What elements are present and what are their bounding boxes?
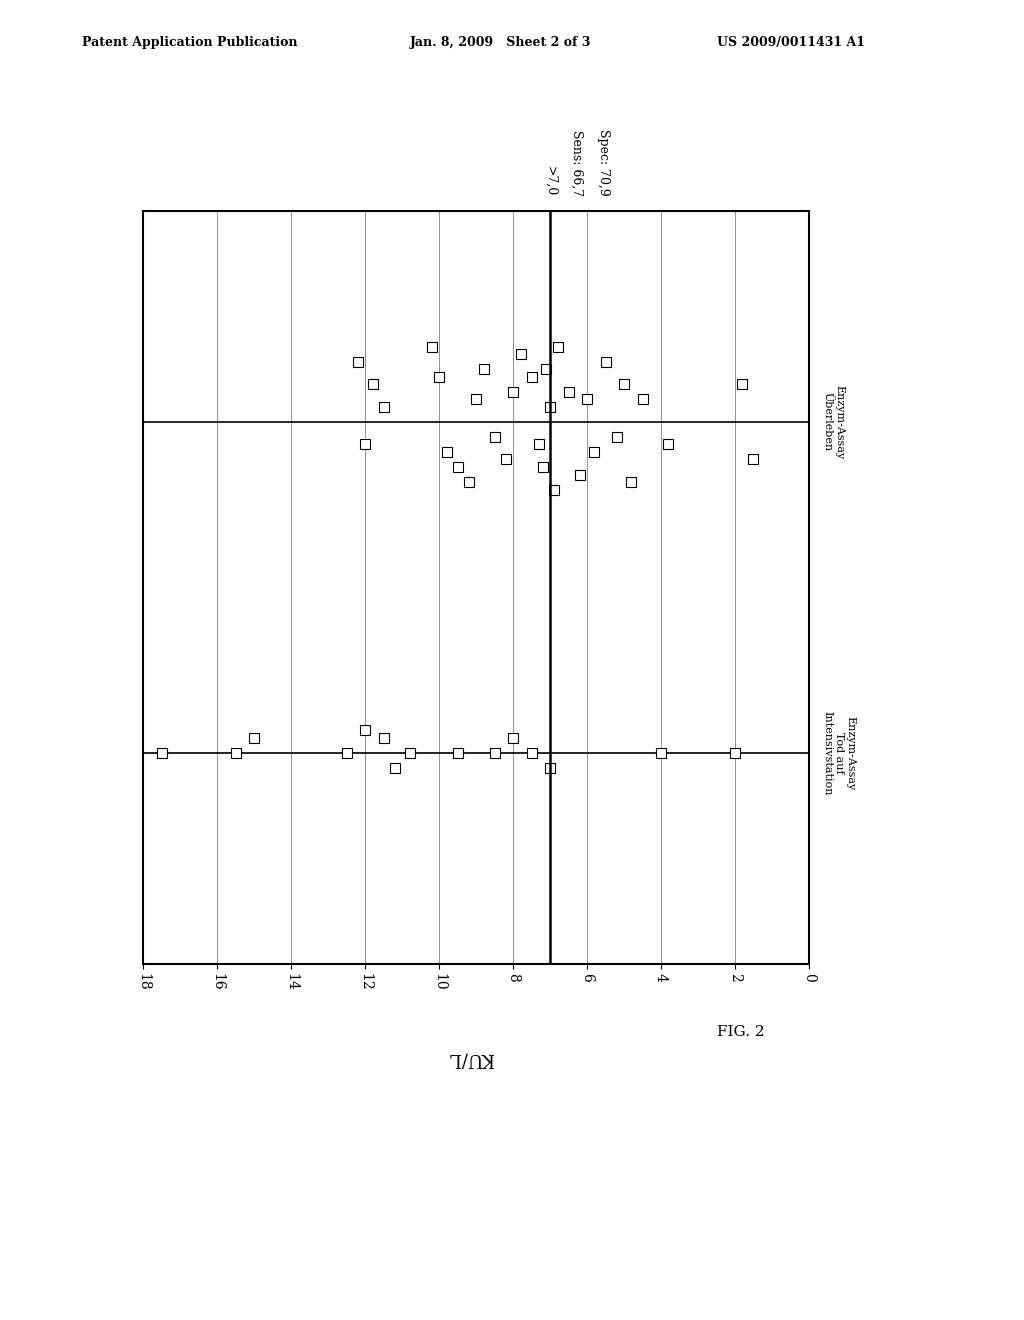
Text: Enzym-Assay
Tod auf
Intensivstation: Enzym-Assay Tod auf Intensivstation	[822, 710, 855, 795]
Text: FIG. 2: FIG. 2	[717, 1026, 765, 1039]
Text: >7,0: >7,0	[544, 166, 557, 197]
Text: US 2009/0011431 A1: US 2009/0011431 A1	[717, 36, 865, 49]
Text: Sens: 66,7: Sens: 66,7	[570, 131, 584, 197]
Text: KU/L: KU/L	[449, 1049, 494, 1068]
Text: Patent Application Publication: Patent Application Publication	[82, 36, 297, 49]
Text: Enzym-Assay
Überleben: Enzym-Assay Überleben	[822, 384, 844, 459]
Text: Spec: 70,9: Spec: 70,9	[597, 129, 610, 197]
Text: Jan. 8, 2009   Sheet 2 of 3: Jan. 8, 2009 Sheet 2 of 3	[410, 36, 591, 49]
